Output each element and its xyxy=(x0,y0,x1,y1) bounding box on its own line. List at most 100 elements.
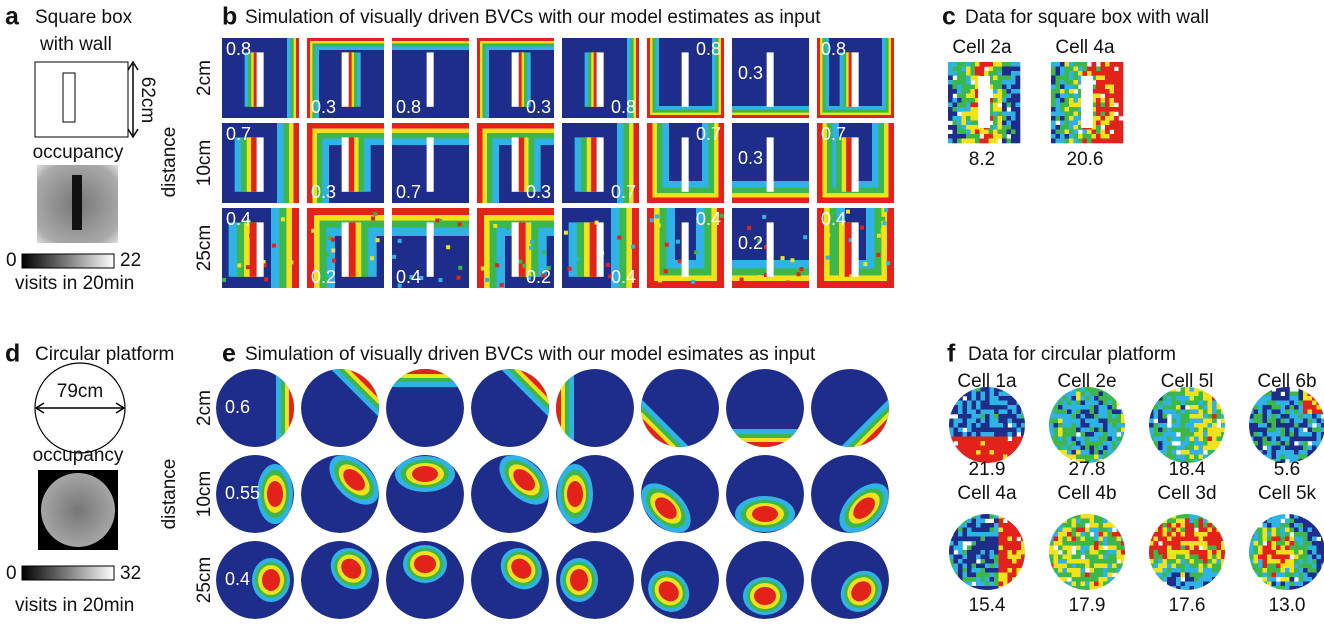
pixel xyxy=(1117,582,1122,587)
panel-letter: b xyxy=(222,3,237,31)
noise xyxy=(332,258,336,262)
pixel xyxy=(1012,514,1017,519)
pixel xyxy=(1312,392,1317,397)
pixel xyxy=(1317,392,1322,397)
pixel xyxy=(1072,432,1077,437)
pixel xyxy=(1158,532,1163,537)
pixel xyxy=(999,392,1004,397)
wall xyxy=(682,52,689,106)
pixel xyxy=(1121,432,1126,437)
pixel xyxy=(981,450,986,455)
pixel xyxy=(1276,550,1281,555)
pixel xyxy=(1108,423,1113,428)
pixel xyxy=(1199,446,1204,451)
pixel xyxy=(1101,62,1106,67)
pixel xyxy=(1181,559,1186,564)
pixel xyxy=(1272,396,1277,401)
pixel xyxy=(981,519,986,524)
pixel xyxy=(1008,559,1013,564)
noise xyxy=(881,217,885,221)
pixel xyxy=(953,130,958,135)
pixel xyxy=(972,528,977,533)
pixel xyxy=(1076,446,1081,451)
map-label: 0.7 xyxy=(396,182,421,202)
pixel xyxy=(1154,541,1159,546)
pixel xyxy=(1190,419,1195,424)
pixel xyxy=(948,112,953,117)
pixel xyxy=(958,410,963,415)
pixel xyxy=(1074,71,1079,76)
pixel xyxy=(949,528,954,533)
noise xyxy=(826,233,830,237)
pixel xyxy=(1258,419,1263,424)
pixel xyxy=(1065,71,1070,76)
pixel xyxy=(1281,577,1286,582)
pixel xyxy=(1154,514,1159,519)
pixel xyxy=(1308,537,1313,542)
pixel xyxy=(1203,410,1208,415)
pixel xyxy=(1212,437,1217,442)
row-label: 2cm xyxy=(194,390,215,426)
pixel xyxy=(1172,586,1177,591)
noise xyxy=(493,224,497,228)
pixel xyxy=(1185,568,1190,573)
pixel xyxy=(1076,519,1081,524)
pixel xyxy=(1263,450,1268,455)
pixel xyxy=(1167,450,1172,455)
pixel xyxy=(1199,428,1204,433)
pixel xyxy=(1285,519,1290,524)
pixel xyxy=(948,103,953,108)
pixel xyxy=(1308,555,1313,560)
firing-band xyxy=(392,123,469,129)
simulated-map xyxy=(471,353,565,447)
pixel xyxy=(1121,459,1126,464)
pixel xyxy=(1072,523,1077,528)
pixel xyxy=(1299,428,1304,433)
pixel xyxy=(1181,532,1186,537)
pixel xyxy=(976,419,981,424)
pixel xyxy=(1058,523,1063,528)
pixel xyxy=(1054,405,1059,410)
pixel xyxy=(1190,401,1195,406)
pixel xyxy=(1103,396,1108,401)
pixel xyxy=(1290,573,1295,578)
pixel xyxy=(990,546,995,551)
wall xyxy=(597,52,604,106)
pixel xyxy=(1051,130,1056,135)
pixel xyxy=(1158,582,1163,587)
pixel xyxy=(1101,116,1106,121)
pixel xyxy=(1049,414,1054,419)
row-label: 10cm xyxy=(194,140,215,186)
pixel xyxy=(1067,532,1072,537)
pixel xyxy=(994,419,999,424)
pixel xyxy=(1012,528,1017,533)
pixel xyxy=(1290,410,1295,415)
pixel xyxy=(1158,564,1163,569)
pixel xyxy=(1308,528,1313,533)
pixel xyxy=(1067,450,1072,455)
pixel xyxy=(1276,573,1281,578)
firing-band xyxy=(349,137,355,191)
pixel xyxy=(1114,139,1119,144)
firing-field xyxy=(754,587,776,605)
pixel xyxy=(1101,80,1106,85)
pixel xyxy=(953,112,958,117)
field xyxy=(301,446,388,533)
occupancy-disc xyxy=(41,473,115,547)
pixel xyxy=(1167,401,1172,406)
pixel xyxy=(1067,582,1072,587)
pixel xyxy=(1276,419,1281,424)
pixel xyxy=(1190,523,1195,528)
pixel xyxy=(998,62,1003,67)
pixel xyxy=(1290,546,1295,551)
pixel xyxy=(958,586,963,591)
pixel xyxy=(993,130,998,135)
pixel xyxy=(1267,550,1272,555)
pixel xyxy=(1078,139,1083,144)
pixel xyxy=(998,67,1003,72)
pixel xyxy=(1276,405,1281,410)
pixel xyxy=(1194,568,1199,573)
pixel xyxy=(1049,546,1054,551)
pixel xyxy=(1158,514,1163,519)
pixel xyxy=(1254,573,1259,578)
